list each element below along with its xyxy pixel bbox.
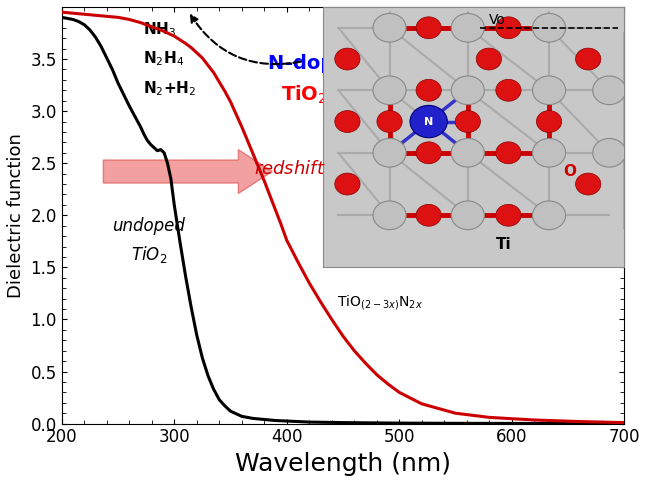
Text: TiO$_{(2-3x)}$N$_{2x}$: TiO$_{(2-3x)}$N$_{2x}$	[336, 293, 422, 313]
Text: TiO$_2$: TiO$_2$	[281, 83, 327, 106]
Text: NH$_3$: NH$_3$	[143, 20, 177, 39]
FancyArrow shape	[104, 150, 272, 193]
Text: $\it{redshift}$: $\it{redshift}$	[254, 160, 325, 178]
Text: N$_2$H$_4$: N$_2$H$_4$	[143, 50, 184, 69]
Text: N$_2$+H$_2$: N$_2$+H$_2$	[143, 79, 197, 98]
Y-axis label: Dielectric function: Dielectric function	[7, 133, 25, 298]
Text: undoped: undoped	[113, 217, 186, 235]
Text: TiO$_2$: TiO$_2$	[131, 244, 167, 265]
Text: $\mathbf{N}$: $\mathbf{N}$	[267, 54, 284, 73]
X-axis label: Wavelength (nm): Wavelength (nm)	[235, 452, 451, 476]
Text: -doped: -doped	[285, 54, 361, 73]
